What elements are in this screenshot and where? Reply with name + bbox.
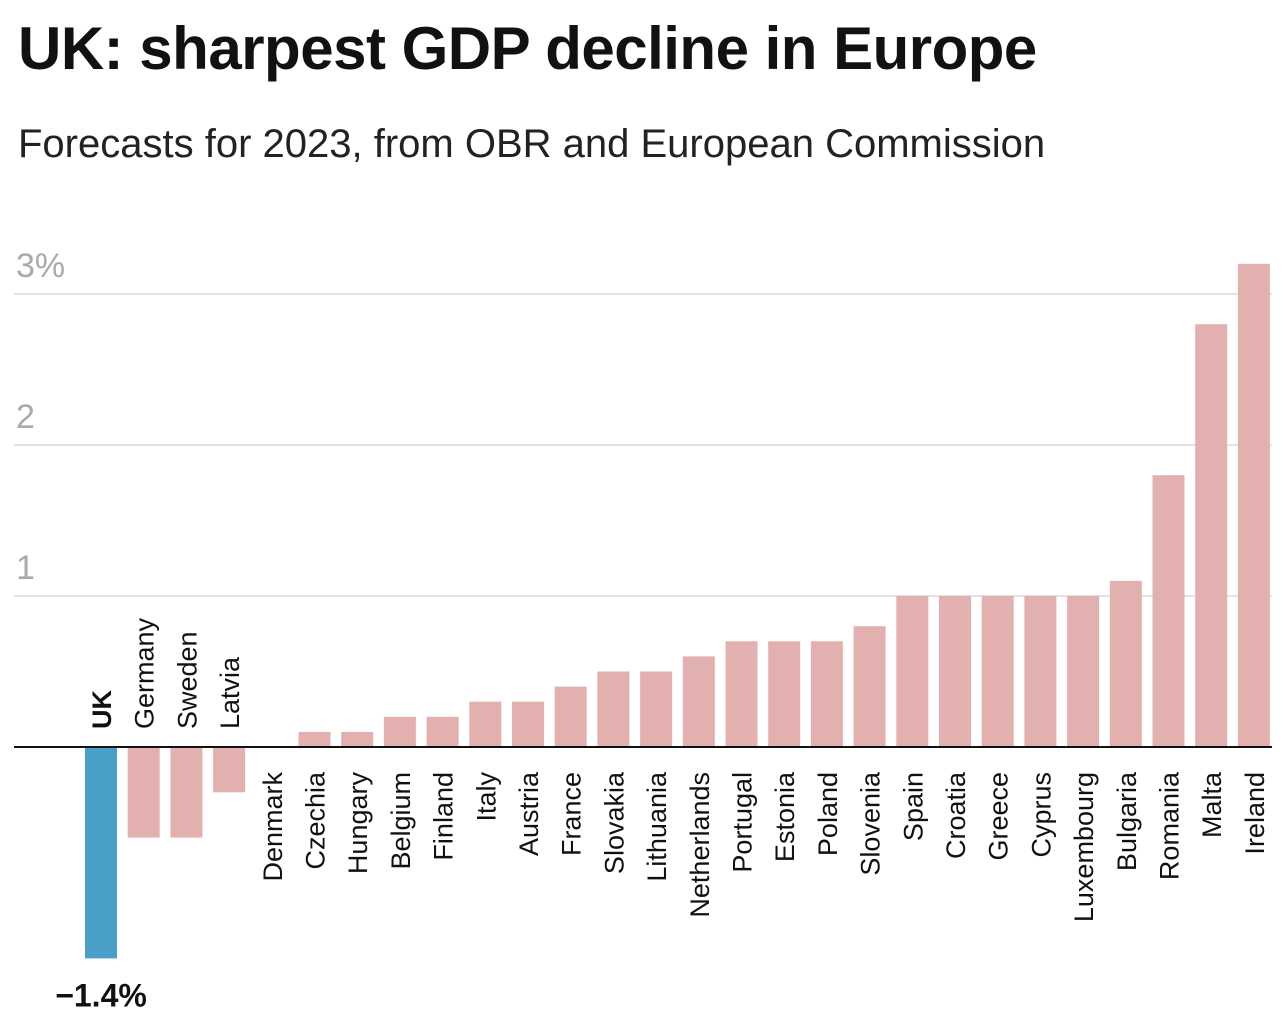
category-label-slovakia: Slovakia (599, 771, 629, 874)
chart-subtitle: Forecasts for 2023, from OBR and Europea… (18, 122, 1046, 166)
category-label-finland: Finland (429, 772, 459, 861)
y-tick-label: 1 (16, 549, 35, 587)
category-label-hungary: Hungary (343, 772, 373, 875)
category-label-malta: Malta (1197, 771, 1227, 838)
category-label-croatia: Croatia (941, 771, 971, 859)
bar-slovenia (853, 626, 886, 747)
bar-germany (127, 747, 160, 838)
bar-bulgaria (1109, 580, 1142, 747)
bar-cyprus (1024, 596, 1057, 747)
bar-sweden (170, 747, 203, 838)
category-label-austria: Austria (514, 771, 544, 856)
bar-finland (426, 716, 459, 747)
bar-lithuania (640, 671, 673, 747)
bar-france (554, 686, 587, 747)
bar-ireland (1237, 263, 1270, 747)
category-label-estonia: Estonia (770, 771, 800, 862)
category-label-latvia: Latvia (215, 656, 245, 729)
bar-estonia (768, 641, 801, 747)
bar-czechia (298, 731, 331, 747)
bar-netherlands (682, 656, 715, 747)
category-label-greece: Greece (984, 772, 1014, 861)
chart-title: UK: sharpest GDP decline in Europe (18, 15, 1037, 82)
category-label-belgium: Belgium (386, 772, 416, 870)
bar-luxembourg (1067, 596, 1100, 747)
category-label-germany: Germany (130, 617, 160, 729)
bar-hungary (341, 731, 374, 747)
category-label-slovenia: Slovenia (856, 771, 886, 876)
category-label-bulgaria: Bulgaria (1112, 771, 1142, 871)
y-tick-label: 3% (16, 247, 65, 285)
category-label-poland: Poland (813, 772, 843, 856)
bar-slovakia (597, 671, 630, 747)
category-label-portugal: Portugal (728, 772, 758, 873)
category-label-netherlands: Netherlands (685, 772, 715, 918)
bar-latvia (213, 747, 246, 793)
category-label-luxembourg: Luxembourg (1069, 772, 1099, 922)
category-label-lithuania: Lithuania (642, 771, 672, 882)
bar-croatia (939, 596, 971, 747)
category-label-denmark: Denmark (258, 772, 288, 882)
category-label-sweden: Sweden (172, 631, 202, 729)
data-label-uk: −1.4% (55, 977, 147, 1013)
category-label-cyprus: Cyprus (1026, 772, 1056, 858)
category-label-czechia: Czechia (301, 771, 331, 870)
bar-greece (981, 596, 1014, 747)
bar-romania (1152, 475, 1185, 747)
bar-belgium (383, 716, 416, 747)
bar-malta (1195, 324, 1228, 747)
bar-spain (896, 596, 929, 747)
category-label-uk: UK (87, 690, 117, 729)
category-label-italy: Italy (471, 772, 501, 822)
bar-portugal (725, 641, 758, 747)
category-label-ireland: Ireland (1240, 772, 1270, 855)
bar-italy (469, 701, 502, 747)
bar-poland (810, 641, 843, 747)
bar-austria (512, 701, 544, 747)
category-label-spain: Spain (898, 772, 928, 841)
category-label-france: France (557, 772, 587, 856)
bar-uk (85, 747, 117, 959)
y-tick-label: 2 (16, 398, 35, 436)
category-label-romania: Romania (1155, 771, 1185, 880)
